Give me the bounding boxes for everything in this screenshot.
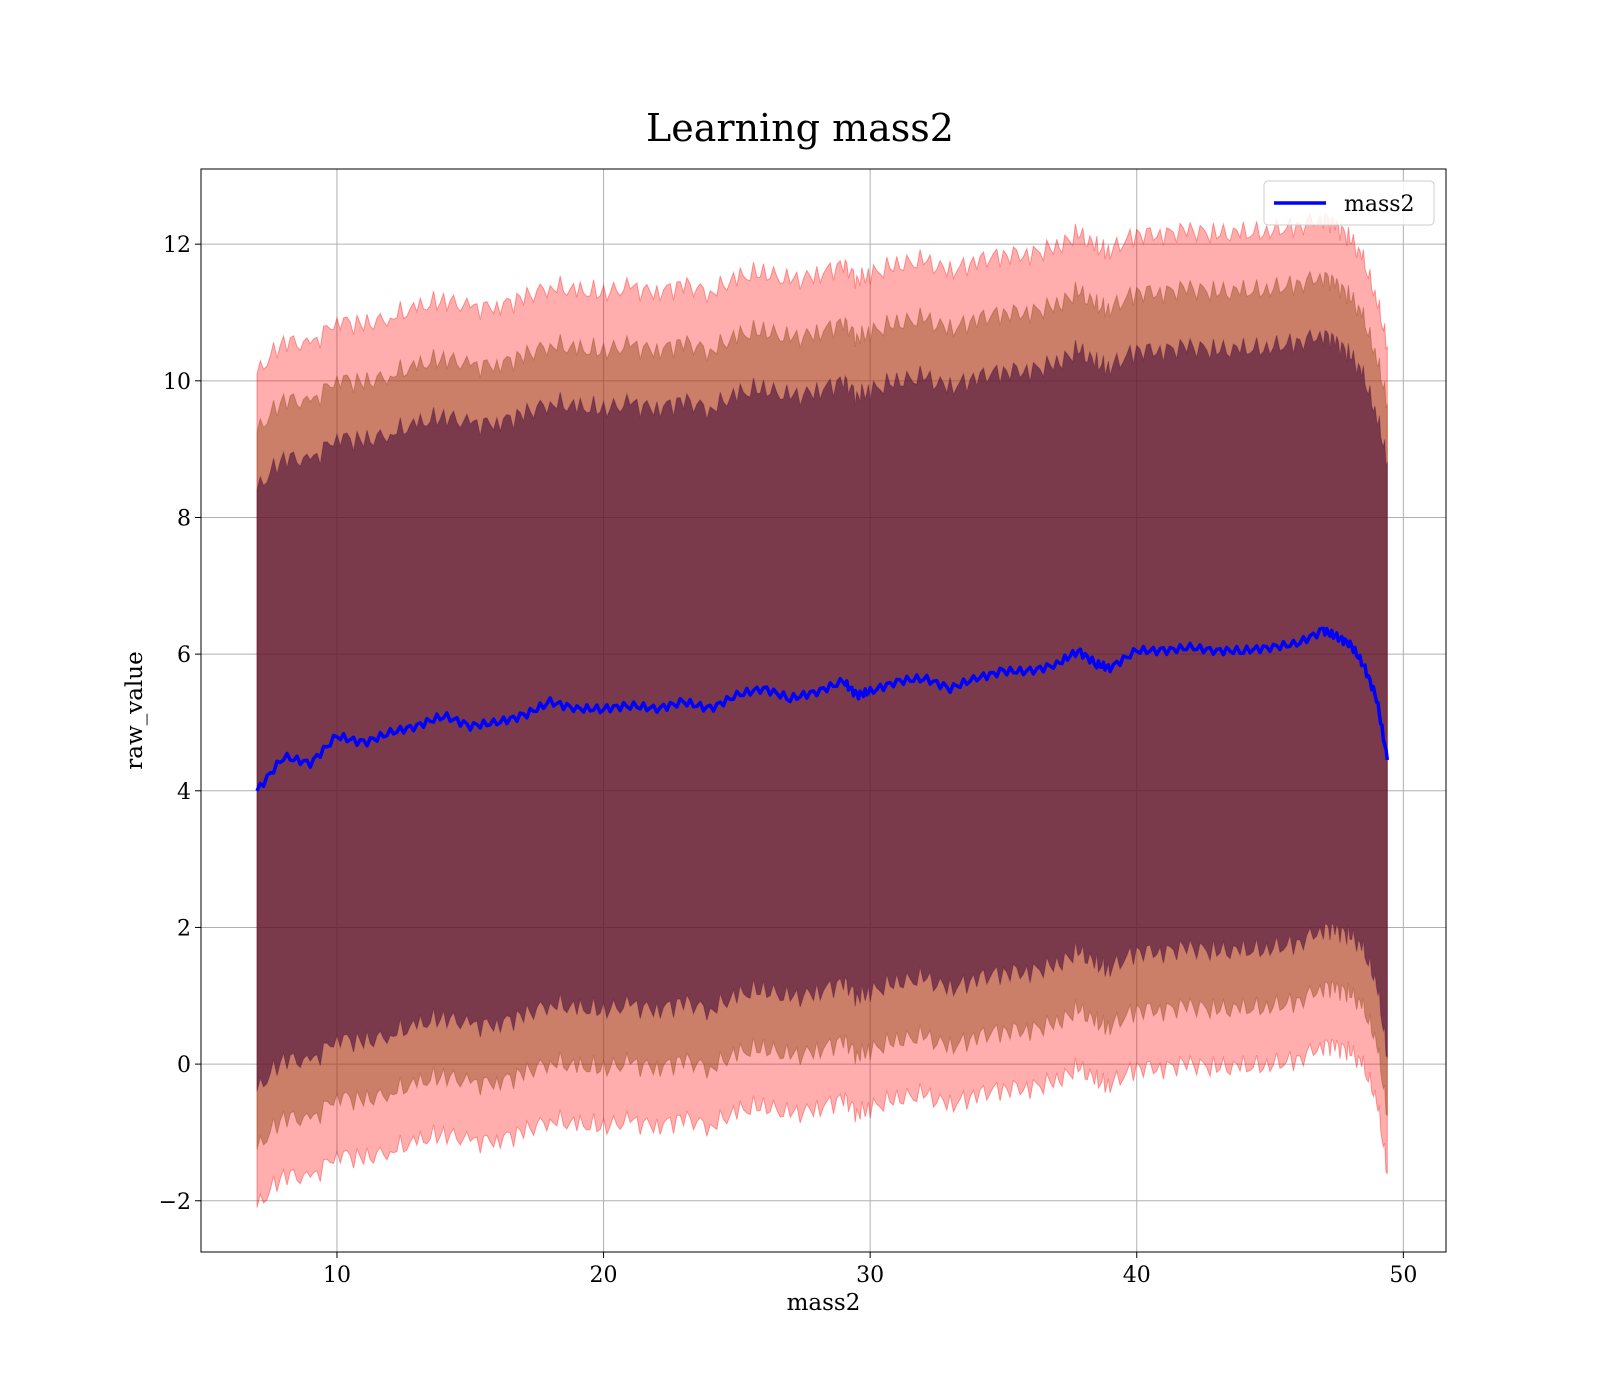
chart-title: Learning mass2 — [646, 106, 954, 150]
plot-frame — [200, 168, 1447, 1253]
x-tick-label: 20 — [590, 1263, 618, 1288]
y-tick-label: 8 — [177, 506, 191, 531]
legend-box — [1263, 180, 1435, 226]
legend-label: mass2 — [1344, 192, 1415, 217]
series-lines — [255, 626, 1390, 792]
y-tick-label: 10 — [163, 370, 191, 395]
series-line-mass2 — [255, 626, 1390, 792]
x-tick-label: 50 — [1389, 1263, 1417, 1288]
y-tick-label: 2 — [177, 916, 191, 941]
band-inner — [256, 328, 1388, 1092]
x-axis-label: mass2 — [787, 1290, 861, 1316]
x-tick-label: 40 — [1123, 1263, 1151, 1288]
y-tick-label: −2 — [159, 1190, 191, 1215]
x-tick-label: 10 — [323, 1263, 351, 1288]
legend: mass2 — [1263, 180, 1435, 226]
y-tick-label: 6 — [177, 643, 191, 668]
y-tick-label: 0 — [177, 1053, 191, 1078]
y-tick-label: 4 — [177, 780, 191, 805]
y-tick-label: 12 — [163, 233, 191, 258]
axis-ticks: 10 20 30 40 50 −2 0 2 4 6 8 10 12 — [159, 233, 1418, 1288]
confidence-bands — [256, 212, 1388, 1208]
y-axis-label: raw_value — [122, 651, 148, 769]
x-tick-label: 30 — [856, 1263, 884, 1288]
